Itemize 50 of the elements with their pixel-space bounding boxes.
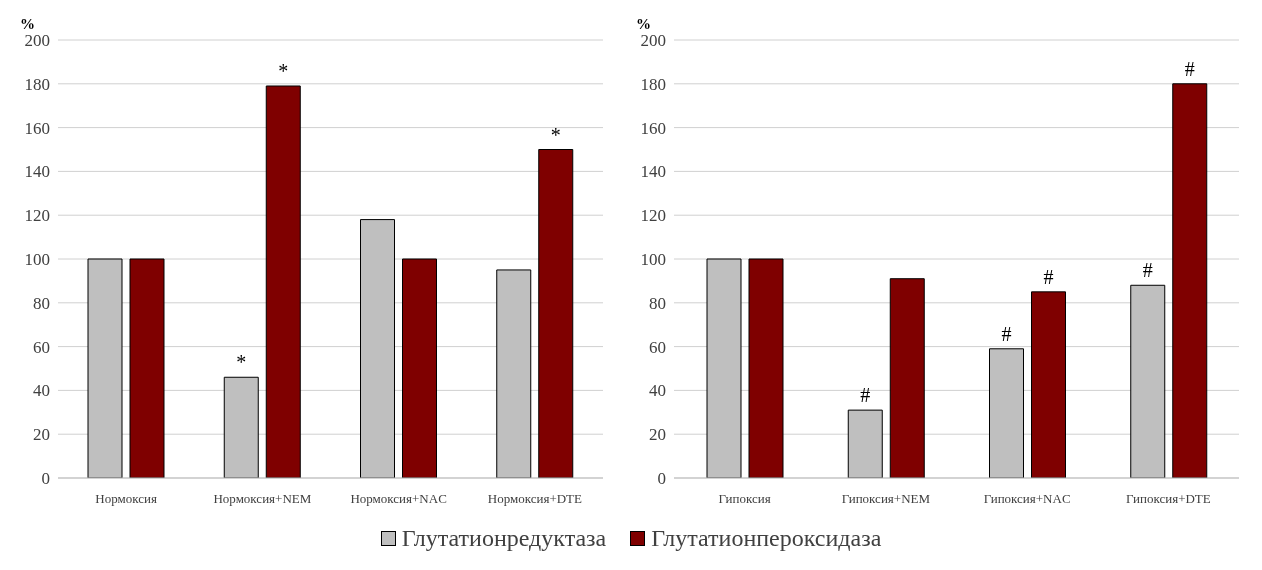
y-tick-label: 20: [649, 425, 666, 445]
y-tick-label: 40: [33, 381, 50, 401]
annotation: #: [1001, 322, 1012, 345]
y-tick-label: 200: [24, 31, 50, 51]
x-tick-label: Гипоксия+DTE: [1126, 491, 1211, 507]
bar: [265, 85, 301, 478]
y-tick-label: 100: [24, 250, 50, 270]
y-tick-label: 80: [33, 293, 50, 313]
x-tick-label: Нормоксия+NAC: [350, 491, 447, 507]
y-tick-label: 160: [24, 118, 50, 138]
bar: [538, 149, 574, 478]
y-axis-title: %: [20, 16, 35, 33]
y-tick-label: 60: [33, 337, 50, 357]
annotation: *: [278, 59, 289, 82]
y-tick-label: 140: [640, 162, 666, 182]
y-tick-label: 180: [24, 74, 50, 94]
bar: [748, 258, 784, 478]
y-tick-label: 0: [41, 469, 50, 489]
y-tick-label: 0: [657, 469, 666, 489]
annotation: *: [236, 351, 247, 374]
y-axis-title: %: [636, 16, 651, 33]
y-tick-label: 80: [649, 293, 666, 313]
annotation: #: [860, 384, 871, 407]
y-tick-label: 40: [649, 381, 666, 401]
y-tick-label: 200: [640, 31, 666, 51]
bar: [129, 258, 165, 478]
y-tick-label: 160: [640, 118, 666, 138]
x-tick-label: Нормоксия+NEM: [213, 491, 312, 507]
bar: [889, 278, 925, 478]
y-tick-label: 120: [24, 206, 50, 226]
annotation: #: [1184, 57, 1195, 80]
y-tick-label: 20: [33, 425, 50, 445]
annotation: *: [550, 123, 561, 146]
bar: [1172, 83, 1208, 478]
x-tick-label: Нормоксия+DTE: [487, 491, 583, 507]
x-tick-label: Гипоксия: [718, 491, 771, 507]
bar: [1031, 291, 1066, 478]
y-tick-label: 120: [640, 206, 666, 226]
bar: [402, 258, 437, 478]
y-tick-label: 100: [640, 250, 666, 270]
x-tick-label: Гипоксия+NAC: [983, 491, 1071, 507]
x-tick-label: Гипоксия+NEM: [841, 491, 931, 507]
y-tick-label: 140: [24, 162, 50, 182]
annotation: #: [1142, 259, 1153, 282]
legend-label: Глутатионредуктаза: [401, 525, 607, 552]
x-tick-label: Нормоксия: [95, 491, 157, 507]
legend-label: Глутатионпероксидаза: [651, 525, 882, 552]
y-tick-label: 60: [649, 337, 666, 357]
y-tick-label: 180: [640, 74, 666, 94]
annotation: #: [1043, 265, 1054, 288]
